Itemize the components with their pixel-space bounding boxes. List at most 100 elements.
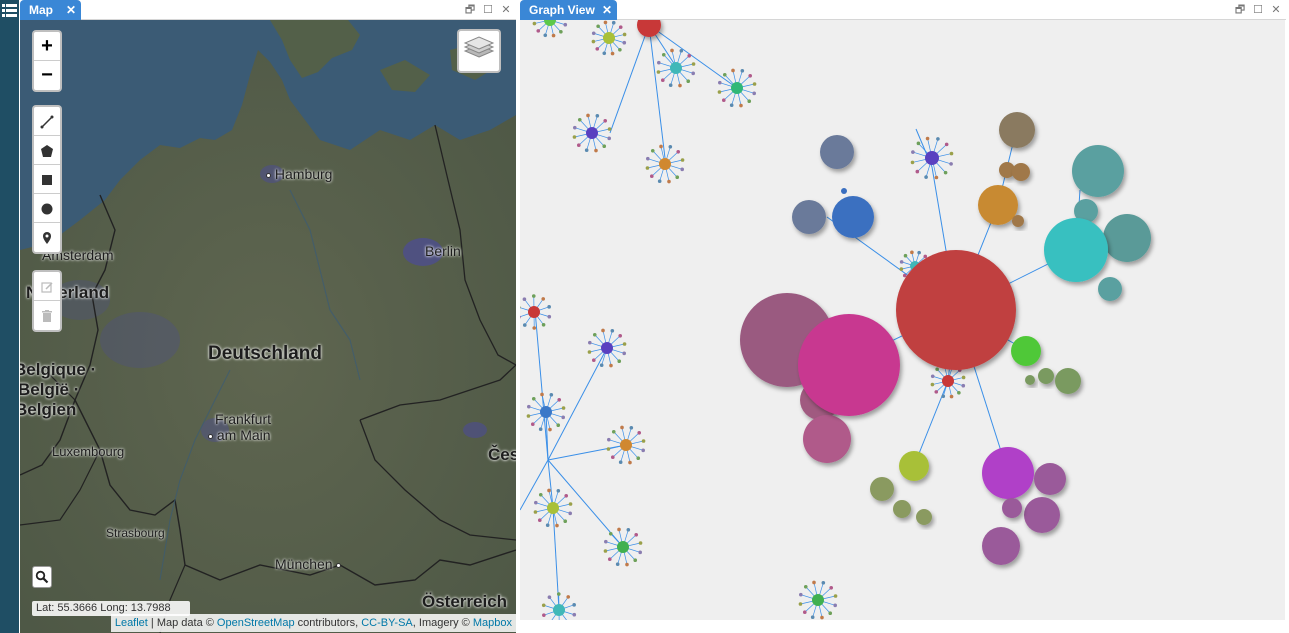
graph-leaf-node[interactable] [634, 532, 639, 537]
graph-leaf-node[interactable] [679, 49, 684, 53]
graph-leaf-node[interactable] [559, 29, 563, 34]
graph-leaf-node[interactable] [556, 423, 561, 428]
graph-leaf-node[interactable] [615, 562, 620, 566]
graph-leaf-node[interactable] [641, 448, 645, 453]
graph-leaf-node[interactable] [573, 125, 577, 130]
graph-leaf-node[interactable] [617, 359, 622, 364]
graph-leaf-node[interactable] [718, 80, 722, 85]
graph-leaf-node[interactable] [691, 62, 696, 66]
graph-node[interactable] [553, 604, 565, 616]
graph-node[interactable] [1098, 277, 1122, 301]
graph-leaf-node[interactable] [592, 332, 597, 337]
graph-leaf-node[interactable] [594, 148, 598, 153]
graph-leaf-node[interactable] [618, 25, 623, 29]
graph-leaf-node[interactable] [657, 179, 662, 183]
graph-leaf-node[interactable] [572, 603, 576, 607]
tab-map[interactable]: Map ✕ [20, 0, 81, 20]
graph-leaf-node[interactable] [572, 612, 577, 617]
graph-leaf-node[interactable] [687, 53, 692, 58]
graph-leaf-node[interactable] [833, 603, 837, 608]
graph-leaf-node[interactable] [910, 250, 914, 255]
leaflet-link[interactable]: Leaflet [114, 617, 148, 629]
close-icon[interactable]: ✕ [65, 3, 76, 17]
graph-node[interactable] [1024, 497, 1060, 533]
graph-node[interactable] [1044, 218, 1108, 282]
graph-leaf-node[interactable] [820, 615, 824, 620]
graph-leaf-node[interactable] [522, 297, 527, 301]
graph-node[interactable] [942, 375, 954, 387]
graph-leaf-node[interactable] [555, 523, 559, 528]
graph-leaf-node[interactable] [561, 415, 565, 420]
graph-leaf-node[interactable] [547, 305, 551, 309]
graph-leaf-node[interactable] [668, 145, 673, 149]
graph-leaf-node[interactable] [547, 488, 551, 493]
delete-layers-icon[interactable] [34, 301, 60, 330]
graph-leaf-node[interactable] [541, 323, 546, 327]
graph-node[interactable] [547, 502, 559, 514]
graph-leaf-node[interactable] [609, 363, 613, 368]
graph-canvas[interactable] [520, 20, 1285, 620]
graph-leaf-node[interactable] [606, 447, 611, 451]
graph-leaf-node[interactable] [618, 333, 623, 338]
graph-node[interactable] [841, 188, 847, 194]
graph-leaf-node[interactable] [527, 404, 531, 409]
graph-node[interactable] [1034, 463, 1066, 495]
graph-node[interactable] [792, 200, 826, 234]
graph-leaf-node[interactable] [532, 326, 537, 330]
graph-node[interactable] [899, 451, 929, 481]
close-icon[interactable]: ✕ [501, 4, 511, 16]
graph-leaf-node[interactable] [915, 169, 920, 174]
close-icon[interactable]: ✕ [601, 3, 612, 17]
graph-leaf-node[interactable] [618, 460, 623, 464]
graph-leaf-node[interactable] [680, 158, 685, 162]
graph-leaf-node[interactable] [522, 323, 527, 327]
graph-node[interactable] [1011, 336, 1041, 366]
graph-leaf-node[interactable] [603, 20, 608, 25]
graph-leaf-node[interactable] [625, 562, 629, 567]
graph-leaf-node[interactable] [622, 32, 627, 37]
graph-leaf-node[interactable] [949, 162, 953, 166]
graph-leaf-node[interactable] [607, 127, 612, 131]
graph-node[interactable] [1038, 368, 1054, 384]
graph-leaf-node[interactable] [561, 406, 566, 410]
graph-leaf-node[interactable] [591, 39, 596, 44]
draw-marker-icon[interactable] [34, 223, 60, 252]
graph-node[interactable] [617, 541, 629, 553]
graph-leaf-node[interactable] [638, 550, 642, 555]
graph-leaf-node[interactable] [611, 429, 616, 434]
graph-node[interactable] [1055, 368, 1081, 394]
edit-layers-icon[interactable] [34, 272, 60, 301]
graph-node[interactable] [528, 306, 540, 318]
graph-leaf-node[interactable] [595, 47, 600, 51]
graph-leaf-node[interactable] [576, 143, 581, 148]
graph-leaf-node[interactable] [925, 136, 930, 141]
graph-leaf-node[interactable] [680, 167, 684, 172]
graph-leaf-node[interactable] [941, 394, 946, 399]
graph-leaf-node[interactable] [747, 99, 752, 104]
graph-leaf-node[interactable] [607, 136, 611, 141]
close-icon[interactable]: ✕ [1271, 4, 1281, 16]
graph-leaf-node[interactable] [604, 539, 608, 544]
mapbox-link[interactable]: Mapbox [472, 617, 512, 629]
graph-leaf-node[interactable] [568, 511, 572, 516]
graph-leaf-node[interactable] [910, 160, 915, 165]
graph-leaf-node[interactable] [924, 175, 928, 179]
graph-leaf-node[interactable] [533, 510, 538, 514]
graph-leaf-node[interactable] [686, 79, 691, 84]
graph-leaf-node[interactable] [731, 68, 735, 73]
graph-leaf-node[interactable] [607, 437, 611, 442]
graph-leaf-node[interactable] [936, 137, 940, 141]
graph-leaf-node[interactable] [675, 175, 680, 180]
graph-leaf-node[interactable] [603, 118, 608, 123]
zoom-in-button[interactable]: + [34, 32, 60, 61]
graph-node[interactable] [670, 62, 682, 74]
graph-leaf-node[interactable] [602, 51, 607, 56]
graph-leaf-node[interactable] [541, 297, 546, 301]
graph-leaf-node[interactable] [944, 142, 949, 147]
graph-leaf-node[interactable] [568, 502, 573, 506]
graph-leaf-node[interactable] [586, 113, 590, 118]
graph-leaf-node[interactable] [596, 24, 600, 29]
graph-leaf-node[interactable] [935, 367, 939, 372]
graph-node[interactable] [1012, 215, 1024, 227]
graph-leaf-node[interactable] [903, 253, 908, 258]
